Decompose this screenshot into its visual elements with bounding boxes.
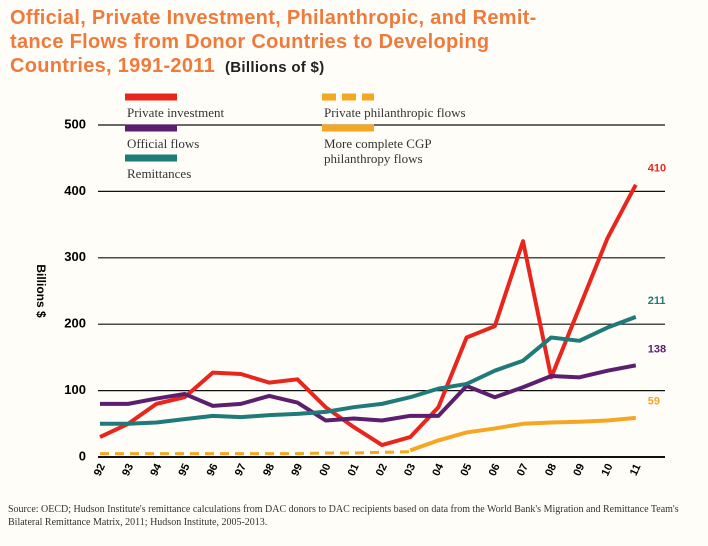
title-line: Countries, 1991-2011 (Billions of $) (10, 54, 537, 80)
x-tick-label: 00 (317, 462, 333, 478)
subtitle: (Billions of $) (225, 59, 325, 76)
x-tick-label: 08 (543, 462, 559, 478)
series-line (409, 415, 636, 453)
x-tick-label: 10 (599, 462, 615, 478)
x-tick-label: 94 (148, 461, 164, 478)
y-tick-label: 200 (64, 316, 86, 331)
x-tick-label: 01 (346, 462, 362, 478)
x-tick-label: 04 (430, 461, 446, 478)
x-tick-label: 96 (205, 462, 221, 478)
legend-label: Remittances (127, 166, 192, 181)
data-label: 211 (648, 295, 666, 307)
x-tick-label: 93 (120, 462, 136, 478)
x-tick-label: 92 (92, 462, 108, 478)
source-note: Source: OECD; Hudson Institute's remitta… (8, 504, 679, 528)
title-line: tance Flows from Donor Countries to Deve… (10, 31, 490, 53)
x-tick-label: 02 (374, 462, 390, 478)
x-tick-label: 06 (487, 462, 503, 478)
x-tick-label: 11 (628, 462, 644, 478)
y-tick-label: 0 (79, 448, 86, 463)
series-line (99, 183, 638, 448)
y-tick-label: 400 (64, 183, 86, 198)
x-tick-label: 07 (515, 462, 531, 478)
y-axis-label: Billions $ (34, 264, 48, 318)
x-tick-label: 95 (176, 462, 192, 478)
title-line: Official, Private Investment, Philanthro… (10, 7, 537, 29)
series-line (100, 315, 637, 426)
legend-label: Private philanthropic flows (324, 105, 466, 120)
data-label: 138 (648, 343, 666, 355)
x-tick-label: 03 (402, 462, 418, 478)
title-block: Official, Private Investment, Philanthro… (10, 6, 537, 80)
x-tick-label: 97 (233, 462, 249, 478)
legend-label: Official flows (127, 136, 200, 151)
series-line (100, 363, 637, 423)
y-tick-label: 300 (64, 249, 86, 264)
data-label: 59 (648, 396, 660, 408)
legend-label: Private investment (127, 105, 225, 120)
x-tick-label: 05 (458, 462, 474, 478)
x-tick-label: 99 (289, 462, 305, 478)
y-tick-label: 500 (64, 116, 86, 131)
series-line (100, 450, 411, 456)
x-tick-label: 98 (261, 462, 277, 478)
title-line: Countries, 1991-2011 (10, 55, 215, 77)
legend-label: More complete CGP philanthropy flows (324, 136, 432, 166)
x-tick-label: 09 (571, 462, 587, 478)
y-tick-label: 100 (64, 382, 86, 397)
data-label: 410 (648, 163, 666, 175)
